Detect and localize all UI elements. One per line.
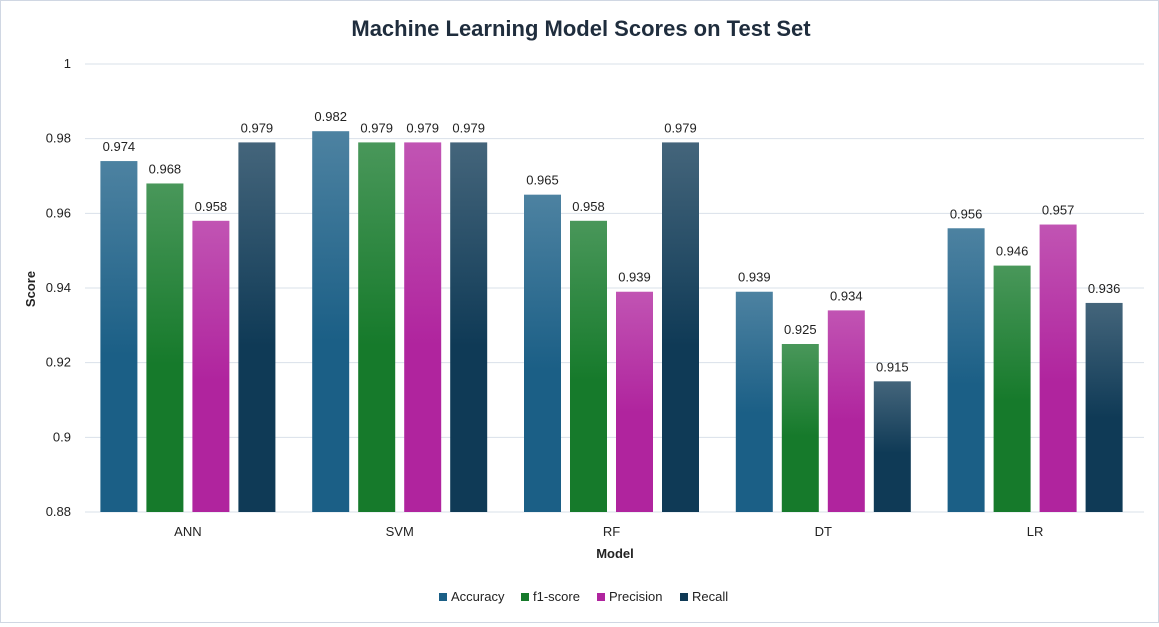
data-label: 0.957: [1042, 203, 1075, 218]
data-label: 0.915: [876, 359, 909, 374]
bar-svm-precision: [404, 142, 442, 512]
x-tick-label: SVM: [386, 524, 414, 539]
legend-label: Accuracy: [451, 589, 505, 604]
bar-svm-accuracy: [312, 131, 350, 512]
data-label: 0.979: [664, 120, 697, 135]
bar-svm-recall: [450, 142, 488, 512]
data-label: 0.958: [572, 199, 605, 214]
bar-rf-recall: [662, 142, 699, 512]
data-label: 0.965: [526, 173, 559, 188]
y-tick-label: 1: [64, 56, 71, 71]
bar-dt-accuracy: [735, 291, 773, 512]
data-label: 0.979: [452, 120, 485, 135]
bar-svm-f1-score: [358, 142, 396, 512]
bar-ann-accuracy: [100, 161, 138, 513]
x-tick-label: DT: [815, 524, 832, 539]
legend-swatch: [521, 593, 529, 601]
data-label: 0.979: [406, 120, 439, 135]
bar-dt-precision: [827, 310, 865, 512]
legend-label: Recall: [692, 589, 728, 604]
data-label: 0.968: [149, 161, 182, 176]
data-label: 0.939: [738, 270, 771, 285]
x-axis-ticks: ANN SVM RF DT LR: [174, 524, 1043, 539]
legend-swatch: [597, 593, 605, 601]
data-label: 0.956: [950, 206, 983, 221]
data-label: 0.946: [996, 244, 1029, 259]
legend-label: Precision: [609, 589, 662, 604]
y-tick-label: 0.92: [46, 355, 71, 370]
y-tick-label: 0.9: [53, 429, 71, 444]
bar-dt-f1-score: [781, 344, 819, 512]
bar-ann-precision: [192, 220, 230, 513]
legend-swatch: [439, 593, 447, 601]
y-axis-title: Score: [23, 271, 38, 307]
bar-lr-f1-score: [993, 265, 1031, 512]
data-label: 0.925: [784, 322, 817, 337]
bar-rf-accuracy: [524, 194, 561, 512]
data-label: 0.958: [195, 199, 228, 214]
x-tick-label: LR: [1027, 524, 1044, 539]
legend-swatch: [680, 593, 688, 601]
bar-lr-recall: [1085, 302, 1123, 512]
x-tick-label: ANN: [174, 524, 201, 539]
data-label: 0.982: [314, 109, 347, 124]
bars: [100, 131, 1123, 513]
bar-lr-accuracy: [947, 228, 985, 512]
data-label: 0.936: [1088, 281, 1121, 296]
data-label: 0.979: [241, 120, 274, 135]
data-label: 0.979: [360, 120, 393, 135]
data-label: 0.974: [103, 139, 136, 154]
chart-title: Machine Learning Model Scores on Test Se…: [351, 16, 811, 41]
y-axis-ticks: 0.88 0.9 0.92 0.94 0.96 0.98 1: [46, 56, 71, 519]
x-tick-label: RF: [603, 524, 620, 539]
y-tick-label: 0.88: [46, 504, 71, 519]
legend: Accuracy f1-score Precision Recall: [439, 589, 728, 604]
bar-ann-f1-score: [146, 183, 184, 512]
bar-lr-precision: [1039, 224, 1077, 513]
bar-dt-recall: [873, 381, 911, 512]
bar-ann-recall: [238, 142, 276, 512]
bar-rf-f1-score: [570, 220, 607, 513]
data-labels: 0.974 0.968 0.958 0.979 0.982 0.979 0.979 0.979…: [103, 109, 1121, 374]
legend-label: f1-score: [533, 589, 580, 604]
x-axis-title: Model: [596, 546, 634, 561]
data-label: 0.934: [830, 288, 863, 303]
y-tick-label: 0.98: [46, 131, 71, 146]
data-label: 0.939: [618, 270, 651, 285]
y-tick-label: 0.94: [46, 280, 71, 295]
y-tick-label: 0.96: [46, 205, 71, 220]
bar-rf-precision: [616, 291, 653, 512]
